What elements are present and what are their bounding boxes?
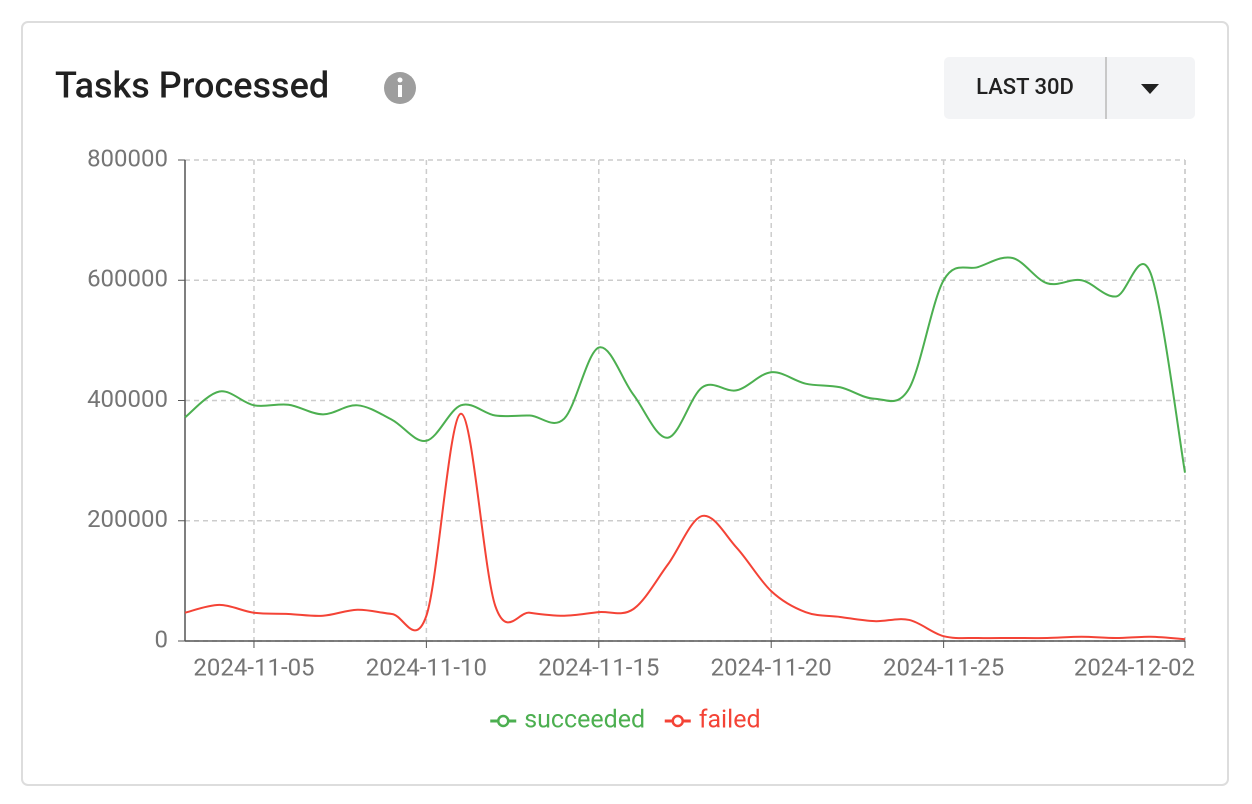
series-line <box>184 412 1186 641</box>
y-tick-label: 800000 <box>87 144 168 172</box>
info-icon[interactable] <box>384 72 416 104</box>
x-tick-label: 2024-11-10 <box>366 653 487 681</box>
range-button-label[interactable]: LAST 30D <box>976 75 1074 100</box>
x-tick-label: 2024-11-25 <box>883 653 1004 681</box>
x-tick-label: 2024-12-02 <box>1074 653 1195 681</box>
legend-label: failed <box>699 706 761 735</box>
y-tick-label: 600000 <box>87 265 168 293</box>
legend-item[interactable]: failed <box>664 706 761 735</box>
legend-label: succeeded <box>524 706 645 735</box>
x-tick-label: 2024-11-15 <box>538 653 659 681</box>
y-tick-label: 200000 <box>87 505 168 533</box>
range-button-bg <box>944 57 1195 119</box>
info-bar <box>398 85 402 97</box>
range-selector[interactable]: LAST 30D <box>944 57 1195 119</box>
legend-swatch-dot <box>497 714 510 728</box>
series-line <box>184 256 1186 473</box>
info-dot <box>397 77 403 83</box>
x-tick-label: 2024-11-20 <box>711 653 832 681</box>
card-border <box>21 21 1229 786</box>
dropdown-caret[interactable] <box>1141 84 1159 94</box>
legend-item[interactable]: succeeded <box>490 706 645 735</box>
y-tick-label: 0 <box>155 625 169 653</box>
x-tick-label: 2024-11-05 <box>193 653 314 681</box>
legend-swatch-dot <box>671 714 684 728</box>
y-tick-label: 400000 <box>87 385 168 413</box>
card-title: Tasks Processed <box>55 65 329 107</box>
